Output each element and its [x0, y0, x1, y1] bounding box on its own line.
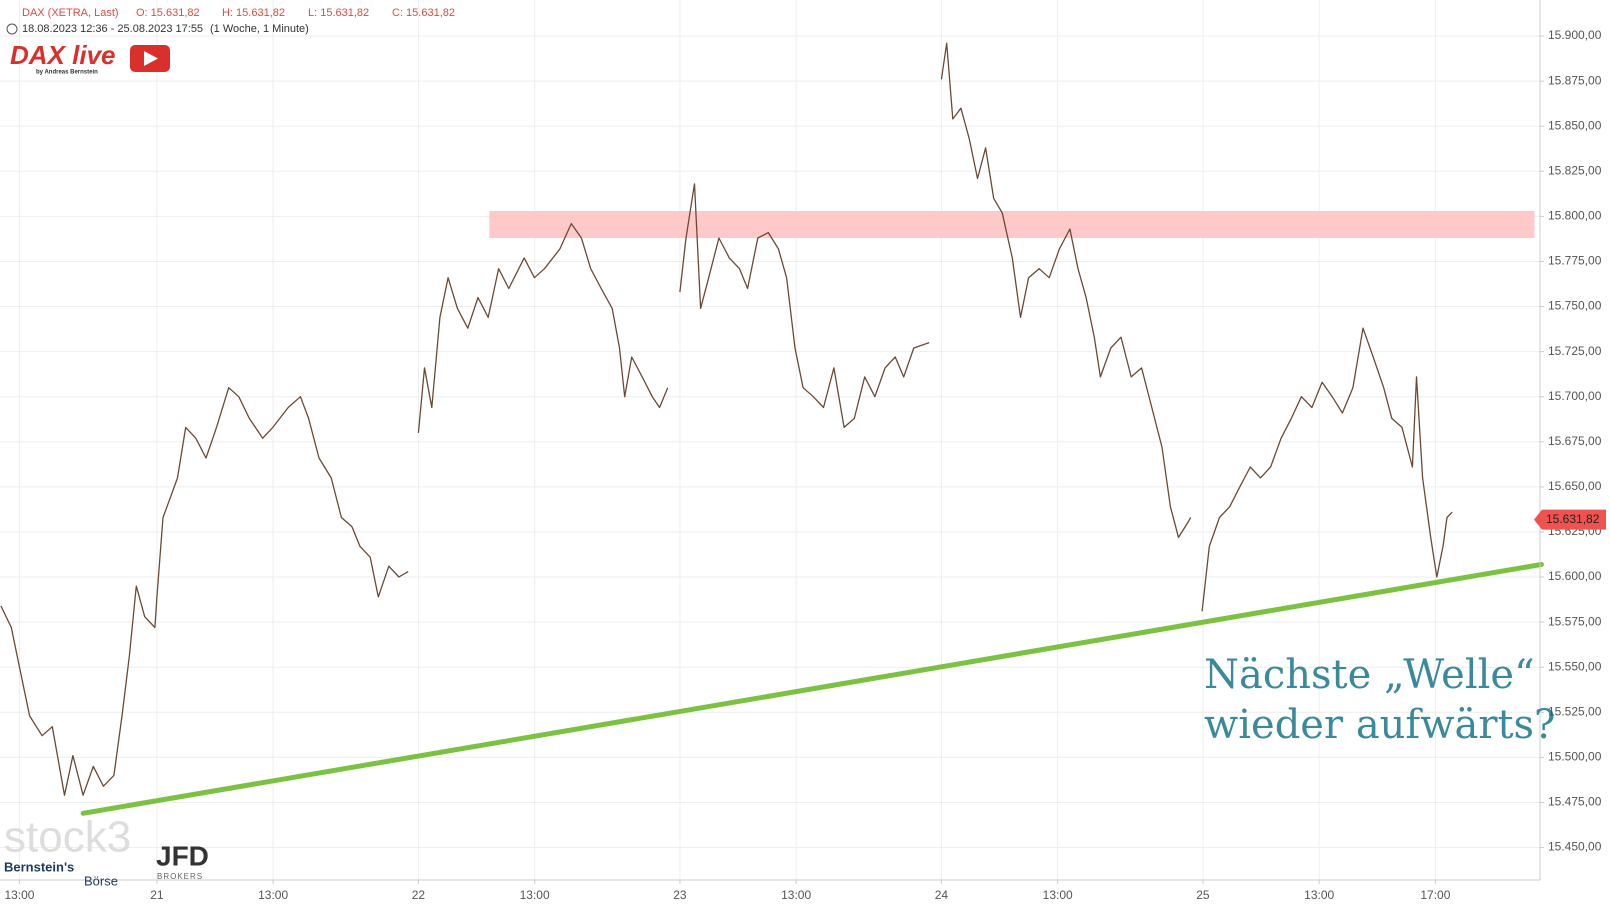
y-tick-label: 15.875,00 [1548, 73, 1602, 87]
y-tick-label: 15.725,00 [1548, 344, 1602, 358]
logo-boerse: Börse [84, 873, 118, 888]
marks [0, 42, 1544, 816]
y-tick-label: 15.675,00 [1548, 434, 1602, 448]
x-tick-label: 13:00 [520, 888, 550, 902]
y-tick-label: 15.700,00 [1548, 389, 1602, 403]
y-tick-label: 15.450,00 [1548, 840, 1602, 854]
y-tick-label: 15.525,00 [1548, 704, 1602, 718]
y-tick-label: 15.900,00 [1548, 28, 1602, 42]
x-tick-label: 13:00 [1304, 888, 1334, 902]
y-tick-label: 15.550,00 [1548, 659, 1602, 673]
y-tick-label: 15.775,00 [1548, 254, 1602, 268]
y-tick-label: 15.750,00 [1548, 299, 1602, 313]
y-tick-label: 15.800,00 [1548, 209, 1602, 223]
y-tick-label: 15.500,00 [1548, 750, 1602, 764]
clock-icon [6, 23, 18, 35]
low: L: 15.631,82 [308, 7, 369, 19]
logo-stock3: stock3 [4, 813, 131, 862]
open: O: 15.631,82 [136, 7, 200, 19]
interval: (1 Woche, 1 Minute) [210, 23, 309, 35]
y-tick-label: 15.575,00 [1548, 614, 1602, 628]
y-tick-label: 15.850,00 [1548, 118, 1602, 132]
x-tick-label: 24 [935, 888, 949, 902]
last-price-label: 15.631,82 [1546, 512, 1600, 526]
y-tick-label: 15.475,00 [1548, 795, 1602, 809]
x-tick-label: 25 [1196, 888, 1210, 902]
y-tick-label: 15.825,00 [1548, 163, 1602, 177]
close: C: 15.631,82 [392, 7, 455, 19]
logo-jfd-sub: BROKERS [157, 872, 203, 881]
x-tick-label: 13:00 [4, 888, 34, 902]
logo-bernstein: Bernstein's [4, 859, 74, 874]
logo-dax-live: DAX live [10, 40, 116, 70]
range: 18.08.2023 12:36 - 25.08.2023 17:55 [22, 23, 203, 35]
annotation-line: Nächste „Welle“ [1204, 652, 1535, 698]
x-tick-label: 13:00 [1043, 888, 1073, 902]
y-tick-label: 15.650,00 [1548, 479, 1602, 493]
x-tick-label: 23 [673, 888, 687, 902]
trend-line [80, 561, 1544, 816]
high: H: 15.631,82 [222, 7, 285, 19]
price-line [0, 42, 1453, 796]
x-tick-label: 21 [150, 888, 164, 902]
logo-play-icon [144, 51, 158, 66]
logo-jfd: JFD [156, 840, 209, 871]
y-tick-label: 15.600,00 [1548, 569, 1602, 583]
x-tick-label: 13:00 [258, 888, 288, 902]
x-tick-label: 17:00 [1420, 888, 1450, 902]
instrument: DAX (XETRA, Last) [22, 7, 119, 19]
last-price-badge [1534, 509, 1606, 530]
resistance-zone [489, 210, 1535, 239]
annotation-line: wieder aufwärts? [1204, 702, 1555, 748]
x-tick-label: 13:00 [781, 888, 811, 902]
logo-dax-live-by: by Andreas Bernstein [36, 70, 98, 76]
grid [0, 0, 1540, 880]
x-tick-label: 22 [412, 888, 426, 902]
